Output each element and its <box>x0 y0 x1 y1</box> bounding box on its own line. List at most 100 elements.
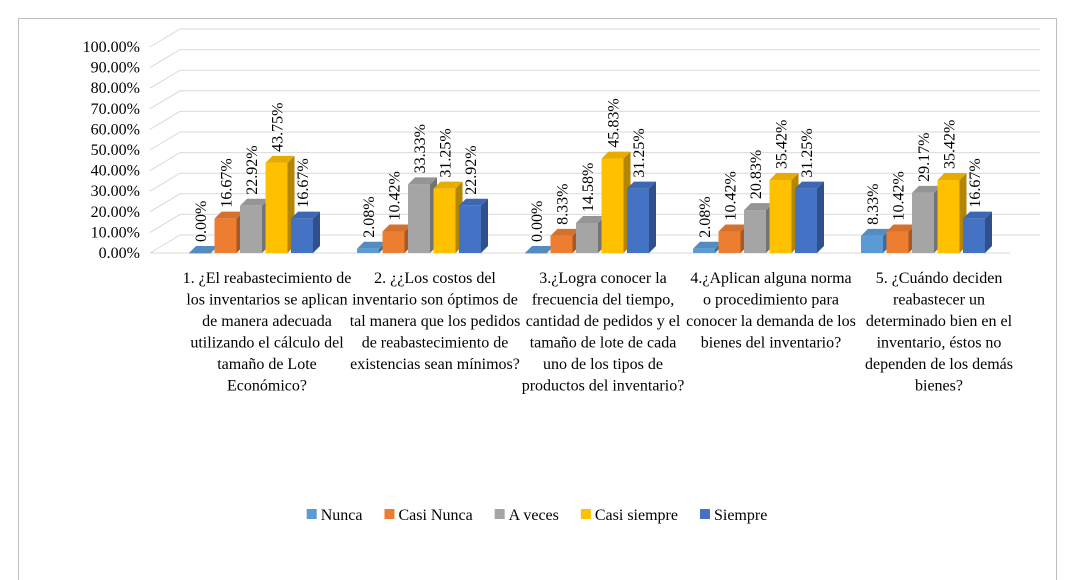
legend-swatch <box>494 509 505 519</box>
grid-line <box>149 49 1040 69</box>
bar <box>601 151 631 253</box>
x-tick-label: 3.¿Logra conocer la frecuencia del tiempo… <box>522 270 685 395</box>
bar-front <box>744 210 766 253</box>
bar-front <box>963 218 985 253</box>
bar <box>718 224 748 253</box>
bar-top <box>795 181 824 189</box>
label-line: uno de los tipos de <box>543 356 663 373</box>
x-tick-label: 1. ¿El reabastecimiento de los inventario… <box>183 270 352 395</box>
label-line: conocer la demanda de los <box>686 313 856 330</box>
bar-side <box>985 211 992 253</box>
bar-top <box>459 198 488 206</box>
bar-front <box>265 162 288 253</box>
data-label: 31.25% <box>438 128 455 177</box>
data-label: 16.67% <box>295 158 312 207</box>
bar-front <box>937 180 960 253</box>
bar-front <box>912 192 934 253</box>
bar-front <box>382 231 405 253</box>
label-line: los inventarios se aplican <box>186 292 347 309</box>
bar <box>214 211 244 253</box>
bar-front <box>576 222 598 253</box>
y-tick-label: 100.00% <box>83 39 140 56</box>
bar <box>525 246 554 254</box>
legend-swatch <box>384 509 395 519</box>
data-label: 10.42% <box>891 171 908 220</box>
bar <box>861 228 890 253</box>
bar-top <box>265 155 295 163</box>
legend-swatch <box>580 509 591 519</box>
chart-frame <box>18 18 1057 580</box>
grid-line <box>149 69 1040 89</box>
grid-line <box>149 193 1040 213</box>
bar-top <box>769 173 799 181</box>
label-line: o procedimiento para <box>703 292 839 309</box>
label-line: existencias sean mínimos? <box>350 356 520 373</box>
label-line: cantidad de pedidos y el <box>526 313 681 330</box>
bar-side <box>481 198 488 253</box>
y-tick-label: 30.00% <box>91 183 140 200</box>
data-label: 22.92% <box>463 145 480 194</box>
grid-line <box>149 90 1040 110</box>
label-line: inventario son óptimos de <box>352 292 518 309</box>
bar-top <box>912 185 941 193</box>
legend-label: A veces <box>509 507 559 524</box>
bar <box>189 246 218 254</box>
label-line: dependen de los demás <box>865 356 1013 373</box>
data-label: 8.33% <box>555 184 572 225</box>
bar-top <box>433 181 463 189</box>
bar-front <box>769 180 792 253</box>
bar-top <box>382 224 412 232</box>
data-label: 35.42% <box>774 120 791 169</box>
legend-item: Casi Nunca <box>384 507 473 524</box>
bar-front <box>433 188 456 253</box>
bar-top <box>240 198 269 206</box>
label-line: 4.¿Aplican alguna norma <box>690 270 851 287</box>
bar <box>912 185 941 253</box>
legend-label: Siempre <box>714 507 767 524</box>
data-label: 22.92% <box>244 145 261 194</box>
legend-label: Nunca <box>321 507 363 524</box>
bar <box>550 228 580 253</box>
bar-front <box>291 218 313 253</box>
data-label: 16.67% <box>967 158 984 207</box>
bar <box>382 224 412 253</box>
data-label: 0.00% <box>193 201 210 242</box>
bar <box>240 198 269 253</box>
label-line: 3.¿Logra conocer la <box>539 270 666 287</box>
bar-top <box>189 246 218 253</box>
bar-top <box>408 177 437 185</box>
bar <box>408 177 437 253</box>
bar-top <box>861 228 890 236</box>
bar-front <box>861 235 883 253</box>
bar <box>886 224 916 253</box>
legend-item: Siempre <box>699 507 767 524</box>
x-tick-label: 2. ¿¿Los costos del inventario son óptimo… <box>350 270 521 373</box>
y-tick-label: 80.00% <box>91 80 140 97</box>
bar-front <box>189 253 211 254</box>
bar-top <box>357 241 386 249</box>
label-line: 2. ¿¿Los costos del <box>374 270 496 287</box>
bar-top <box>627 181 656 189</box>
bar <box>265 155 295 253</box>
y-tick-label: 60.00% <box>91 121 140 138</box>
label-line: utilizando el cálculo del <box>190 335 344 352</box>
bar-front <box>525 253 547 254</box>
legend-item: Casi siempre <box>580 507 678 524</box>
bar-top <box>525 246 554 253</box>
grid-line <box>149 152 1040 172</box>
grid-line <box>149 110 1040 130</box>
legend-item: A veces <box>494 507 559 524</box>
label-line: productos del inventario? <box>522 378 685 395</box>
bar-top <box>291 211 320 219</box>
data-label: 35.42% <box>942 120 959 169</box>
y-tick-label: 70.00% <box>91 101 140 118</box>
x-tick-label: 4.¿Aplican alguna norma o procedimiento p… <box>686 270 856 352</box>
data-label: 33.33% <box>412 124 429 173</box>
bar-top <box>214 211 244 219</box>
bar <box>795 181 824 253</box>
bar-top <box>963 211 992 219</box>
grid-line <box>149 172 1040 192</box>
bar-front <box>240 205 262 253</box>
data-label: 8.33% <box>865 184 882 225</box>
